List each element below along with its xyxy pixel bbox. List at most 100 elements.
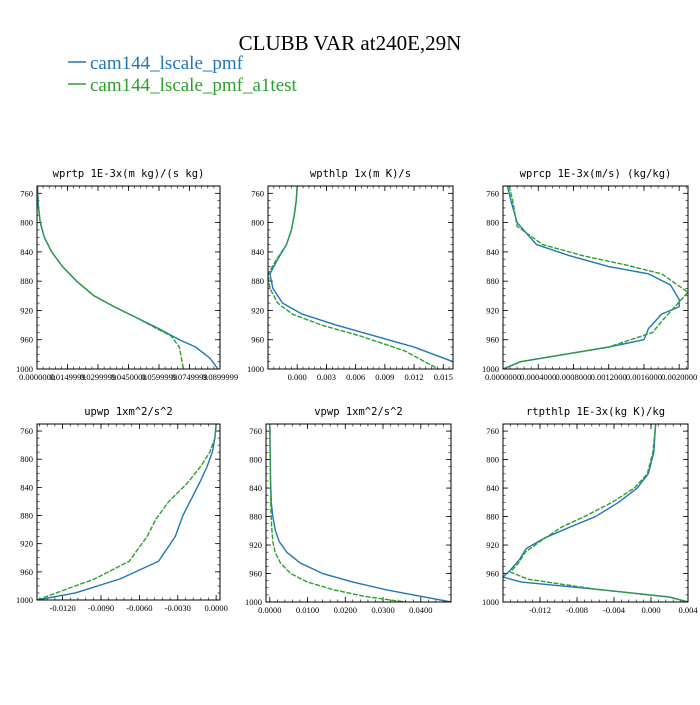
x-tick-label: 0.0008000 bbox=[555, 372, 591, 382]
y-tick-label: 1000 bbox=[16, 595, 33, 605]
y-tick-label: 840 bbox=[486, 483, 499, 493]
y-tick-label: 760 bbox=[249, 426, 262, 436]
y-tick-label: 960 bbox=[20, 567, 33, 577]
series-line-a1test bbox=[269, 424, 412, 602]
y-tick-label: 1000 bbox=[245, 597, 262, 607]
plot-frame bbox=[502, 423, 689, 603]
y-tick-label: 840 bbox=[486, 247, 499, 257]
y-tick-label: 920 bbox=[20, 305, 33, 315]
chart-panel-1: wprtp 1E-3x(m kg)/(s kg) 760 800 840 880 920 9… bbox=[16, 168, 238, 382]
y-tick-label: 760 bbox=[486, 188, 499, 198]
y-tick-label: 880 bbox=[486, 276, 499, 286]
panel-title: wprtp 1E-3x(m kg)/(s kg) bbox=[53, 168, 205, 180]
chart-panel-5: vpwp 1xm^2/s^2 760 800 840 880 920 960 10000.00… bbox=[245, 406, 452, 615]
series-line-a1test bbox=[37, 424, 217, 600]
x-tick-label: 0.0450000 bbox=[110, 372, 146, 382]
y-tick-label: 760 bbox=[251, 188, 264, 198]
x-tick-label: 0.0012000 bbox=[591, 372, 627, 382]
series-line-pmf bbox=[503, 186, 680, 369]
y-tick-label: 800 bbox=[249, 455, 262, 465]
y-tick-label: 760 bbox=[20, 188, 33, 198]
x-tick-label: 0.003 bbox=[317, 372, 336, 382]
x-tick-label: -0.012 bbox=[529, 605, 551, 615]
y-tick-label: 800 bbox=[20, 218, 33, 228]
x-tick-label: -0.0060 bbox=[126, 603, 152, 613]
y-tick-label: 1000 bbox=[16, 364, 33, 374]
chart-panel-4: upwp 1xm^2/s^2 760 800 840 880 920 960 1000 -0.0… bbox=[16, 406, 228, 613]
x-tick-label: 0.015 bbox=[434, 372, 453, 382]
legend-label-pmf: cam144_lscale_pmf bbox=[90, 53, 244, 74]
y-tick-label: 880 bbox=[20, 276, 33, 286]
panel-title: upwp 1xm^2/s^2 bbox=[84, 406, 173, 418]
x-tick-label: 0.0000 bbox=[258, 605, 281, 615]
plot-frame bbox=[36, 423, 221, 601]
x-tick-label: 0.0000 bbox=[204, 603, 227, 613]
y-tick-label: 880 bbox=[249, 512, 262, 522]
y-tick-label: 1000 bbox=[482, 364, 499, 374]
panel-title: rtpthlp 1E-3x(kg K)/kg bbox=[526, 406, 665, 418]
y-tick-label: 920 bbox=[486, 305, 499, 315]
y-tick-label: 960 bbox=[486, 335, 499, 345]
x-tick-label: 0.0000000 bbox=[19, 372, 55, 382]
x-tick-label: 0.0400 bbox=[409, 605, 432, 615]
x-tick-label: -0.0120 bbox=[49, 603, 75, 613]
x-tick-label: 0.0599999 bbox=[141, 372, 177, 382]
x-tick-label: 0.0149999 bbox=[49, 372, 85, 382]
y-tick-label: 960 bbox=[486, 569, 499, 579]
figure-title: CLUBB VAR at240E,29N bbox=[239, 31, 462, 55]
y-tick-label: 960 bbox=[20, 335, 33, 345]
y-tick-label: 840 bbox=[251, 247, 264, 257]
x-tick-label: -0.0090 bbox=[88, 603, 114, 613]
series-line-a1test bbox=[37, 186, 185, 369]
y-tick-label: 760 bbox=[486, 426, 499, 436]
chart-panel-3: wprcp 1E-3x(m/s) (kg/kg) 760 800 840 880 920 9… bbox=[482, 168, 697, 382]
x-tick-label: 0.006 bbox=[346, 372, 365, 382]
x-tick-label: 0.0200 bbox=[334, 605, 357, 615]
x-tick-label: 0.0100 bbox=[296, 605, 319, 615]
panel-title: wpthlp 1x(m K)/s bbox=[310, 168, 411, 180]
x-tick-label: 0.0016000 bbox=[626, 372, 662, 382]
y-tick-label: 800 bbox=[251, 218, 264, 228]
x-tick-label: 0.000 bbox=[288, 372, 307, 382]
series-line-pmf bbox=[269, 186, 453, 363]
chart-panel-6: rtpthlp 1E-3x(kg K)/kg 760 800 840 880 920 960… bbox=[482, 406, 698, 615]
series-line-pmf bbox=[37, 424, 217, 600]
panel-title: vpwp 1xm^2/s^2 bbox=[314, 406, 403, 418]
series-line-pmf bbox=[503, 424, 688, 602]
series-line-a1test bbox=[509, 424, 688, 602]
panel-title: wprcp 1E-3x(m/s) (kg/kg) bbox=[520, 168, 672, 180]
plot-frame bbox=[265, 423, 452, 603]
legend: cam144_lscale_pmf cam144_lscale_pmf_a1te… bbox=[68, 53, 298, 96]
x-tick-label: -0.004 bbox=[603, 605, 626, 615]
x-tick-label: 0.0004000 bbox=[520, 372, 556, 382]
plot-frame bbox=[502, 185, 689, 370]
y-tick-label: 920 bbox=[249, 540, 262, 550]
x-tick-label: 0.012 bbox=[404, 372, 423, 382]
y-tick-label: 840 bbox=[249, 483, 262, 493]
y-tick-label: 880 bbox=[486, 512, 499, 522]
y-tick-label: 840 bbox=[20, 482, 33, 492]
y-tick-label: 960 bbox=[251, 335, 264, 345]
x-tick-label: 0.0020000 bbox=[661, 372, 697, 382]
legend-label-a1test: cam144_lscale_pmf_a1test bbox=[90, 75, 298, 96]
x-tick-label: -0.0030 bbox=[165, 603, 191, 613]
x-tick-label: -0.008 bbox=[566, 605, 588, 615]
y-tick-label: 1000 bbox=[482, 597, 499, 607]
series-line-pmf bbox=[37, 186, 219, 369]
y-tick-label: 920 bbox=[486, 540, 499, 550]
x-tick-label: 0.0000000 bbox=[485, 372, 521, 382]
plot-frame bbox=[267, 185, 454, 370]
chart-panels: wprtp 1E-3x(m kg)/(s kg) 760 800 840 880 920 9… bbox=[16, 168, 698, 615]
y-tick-label: 840 bbox=[20, 247, 33, 257]
x-tick-label: 0.0299999 bbox=[80, 372, 116, 382]
series-line-a1test bbox=[268, 186, 439, 369]
y-tick-label: 920 bbox=[20, 539, 33, 549]
y-tick-label: 800 bbox=[486, 455, 499, 465]
y-tick-label: 800 bbox=[486, 218, 499, 228]
y-tick-label: 1000 bbox=[247, 364, 264, 374]
y-tick-label: 760 bbox=[20, 426, 33, 436]
chart-panel-2: wpthlp 1x(m K)/s 760 800 840 880 920 960 1000 0.… bbox=[247, 168, 454, 382]
y-tick-label: 800 bbox=[20, 454, 33, 464]
x-tick-label: 0.004 bbox=[678, 605, 698, 615]
y-tick-label: 920 bbox=[251, 305, 264, 315]
